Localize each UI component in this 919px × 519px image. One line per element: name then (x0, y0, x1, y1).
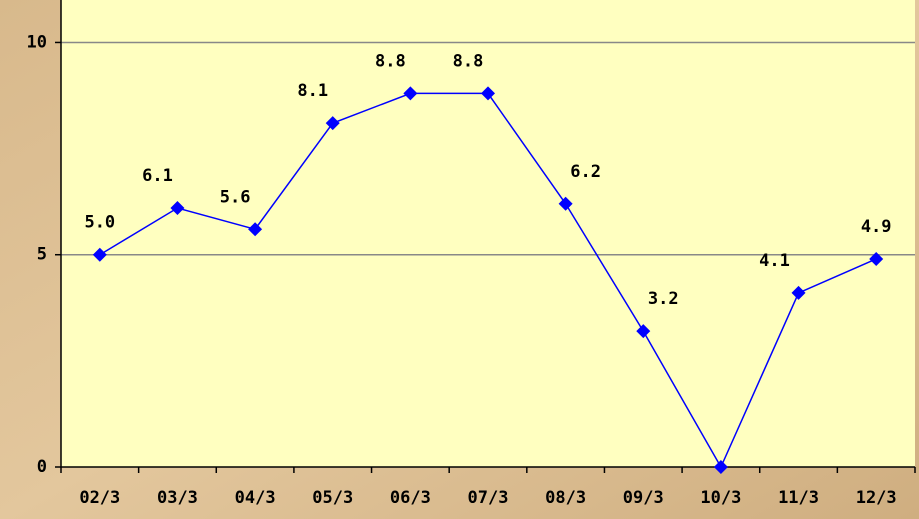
marker (248, 222, 263, 237)
data-label: 4.1 (759, 251, 790, 271)
x-tick-label: 05/3 (312, 488, 353, 508)
data-label: 6.2 (570, 162, 601, 182)
data-label: 8.8 (453, 51, 484, 71)
marker (636, 324, 651, 339)
x-tick-label: 07/3 (468, 488, 509, 508)
x-tick-label: 04/3 (235, 488, 276, 508)
marker (713, 460, 728, 474)
marker (481, 86, 495, 101)
data-label: 4.9 (861, 217, 892, 237)
x-tick-label: 02/3 (79, 488, 120, 508)
x-tick-label: 09/3 (623, 488, 664, 508)
marker (558, 196, 573, 211)
marker (869, 251, 884, 266)
marker (170, 201, 185, 216)
data-label: 3.2 (648, 289, 679, 309)
x-tick-label: 03/3 (157, 488, 198, 508)
marker (325, 116, 340, 131)
x-tick-label: 11/3 (778, 488, 819, 508)
x-tick-label: 12/3 (856, 488, 897, 508)
y-tick-label: 10 (27, 32, 47, 52)
marker (403, 86, 418, 101)
data-label: 6.1 (142, 166, 173, 186)
plot-area (61, 0, 915, 467)
data-label: 5.6 (220, 187, 251, 207)
marker (92, 247, 107, 262)
y-tick-label: 5 (37, 245, 47, 265)
data-label: 8.8 (375, 51, 406, 71)
marker (791, 285, 806, 300)
x-tick-label: 08/3 (545, 488, 586, 508)
x-tick-label: 10/3 (700, 488, 741, 508)
data-label: 8.1 (297, 81, 328, 101)
x-tick-label: 06/3 (390, 488, 431, 508)
data-label: 5.0 (84, 213, 115, 233)
y-tick-label: 0 (37, 457, 47, 477)
